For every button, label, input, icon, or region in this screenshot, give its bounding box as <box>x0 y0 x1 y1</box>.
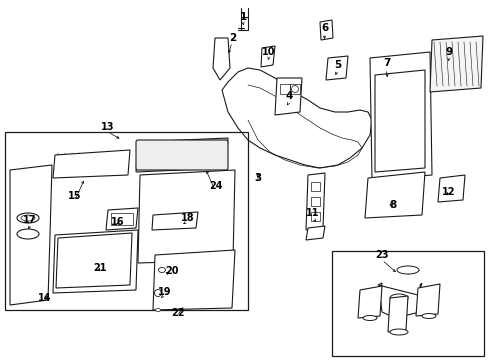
FancyBboxPatch shape <box>136 140 227 170</box>
Text: 17: 17 <box>23 215 37 225</box>
Polygon shape <box>136 138 227 172</box>
Bar <box>5 132 247 310</box>
Text: 2: 2 <box>229 33 236 43</box>
Ellipse shape <box>389 294 407 302</box>
Polygon shape <box>53 230 138 293</box>
Polygon shape <box>364 172 424 218</box>
Text: 9: 9 <box>445 47 451 57</box>
Polygon shape <box>387 296 407 332</box>
Text: 16: 16 <box>111 217 124 227</box>
Text: 13: 13 <box>101 122 115 132</box>
Polygon shape <box>415 284 439 316</box>
Ellipse shape <box>154 289 161 297</box>
Text: 23: 23 <box>374 250 388 260</box>
Polygon shape <box>305 226 325 240</box>
Polygon shape <box>213 38 229 80</box>
Ellipse shape <box>362 315 376 320</box>
Bar <box>310 212 319 221</box>
Text: 24: 24 <box>209 181 223 191</box>
Polygon shape <box>325 56 347 80</box>
Text: 3: 3 <box>254 173 261 183</box>
Bar <box>331 251 483 356</box>
Text: 12: 12 <box>441 187 455 197</box>
Text: 19: 19 <box>158 287 171 297</box>
Polygon shape <box>319 20 332 40</box>
Polygon shape <box>369 52 431 180</box>
Ellipse shape <box>17 213 39 223</box>
Polygon shape <box>138 170 235 263</box>
Bar <box>280 84 289 94</box>
Text: 15: 15 <box>68 191 81 201</box>
Polygon shape <box>10 165 52 305</box>
Bar <box>310 197 319 206</box>
Polygon shape <box>377 283 421 318</box>
Polygon shape <box>261 46 274 67</box>
Text: 5: 5 <box>334 60 341 70</box>
Polygon shape <box>274 78 302 115</box>
Ellipse shape <box>155 309 160 311</box>
Polygon shape <box>305 173 325 230</box>
Ellipse shape <box>389 329 407 335</box>
Bar <box>111 213 133 225</box>
Ellipse shape <box>158 267 165 273</box>
Text: 20: 20 <box>165 266 179 276</box>
Text: 1: 1 <box>239 12 246 22</box>
Polygon shape <box>429 36 482 92</box>
Polygon shape <box>152 212 198 230</box>
Ellipse shape <box>17 229 39 239</box>
Text: 7: 7 <box>383 58 390 68</box>
Bar <box>310 182 319 191</box>
Ellipse shape <box>396 266 418 274</box>
Polygon shape <box>106 208 138 230</box>
Ellipse shape <box>421 314 435 319</box>
Polygon shape <box>56 233 132 288</box>
Polygon shape <box>53 150 130 178</box>
Text: 4: 4 <box>285 91 292 101</box>
Bar <box>17 218 39 234</box>
Text: 18: 18 <box>181 213 194 223</box>
Bar <box>289 84 299 94</box>
Text: 8: 8 <box>388 200 396 210</box>
Polygon shape <box>222 68 371 168</box>
Polygon shape <box>374 70 424 172</box>
Text: 10: 10 <box>262 47 275 57</box>
Polygon shape <box>357 286 381 318</box>
Text: 21: 21 <box>93 263 106 273</box>
Polygon shape <box>437 175 464 202</box>
Polygon shape <box>153 250 235 310</box>
Text: 11: 11 <box>305 208 319 218</box>
Text: 14: 14 <box>38 293 52 303</box>
Text: 22: 22 <box>171 308 184 318</box>
Text: 6: 6 <box>321 23 328 33</box>
